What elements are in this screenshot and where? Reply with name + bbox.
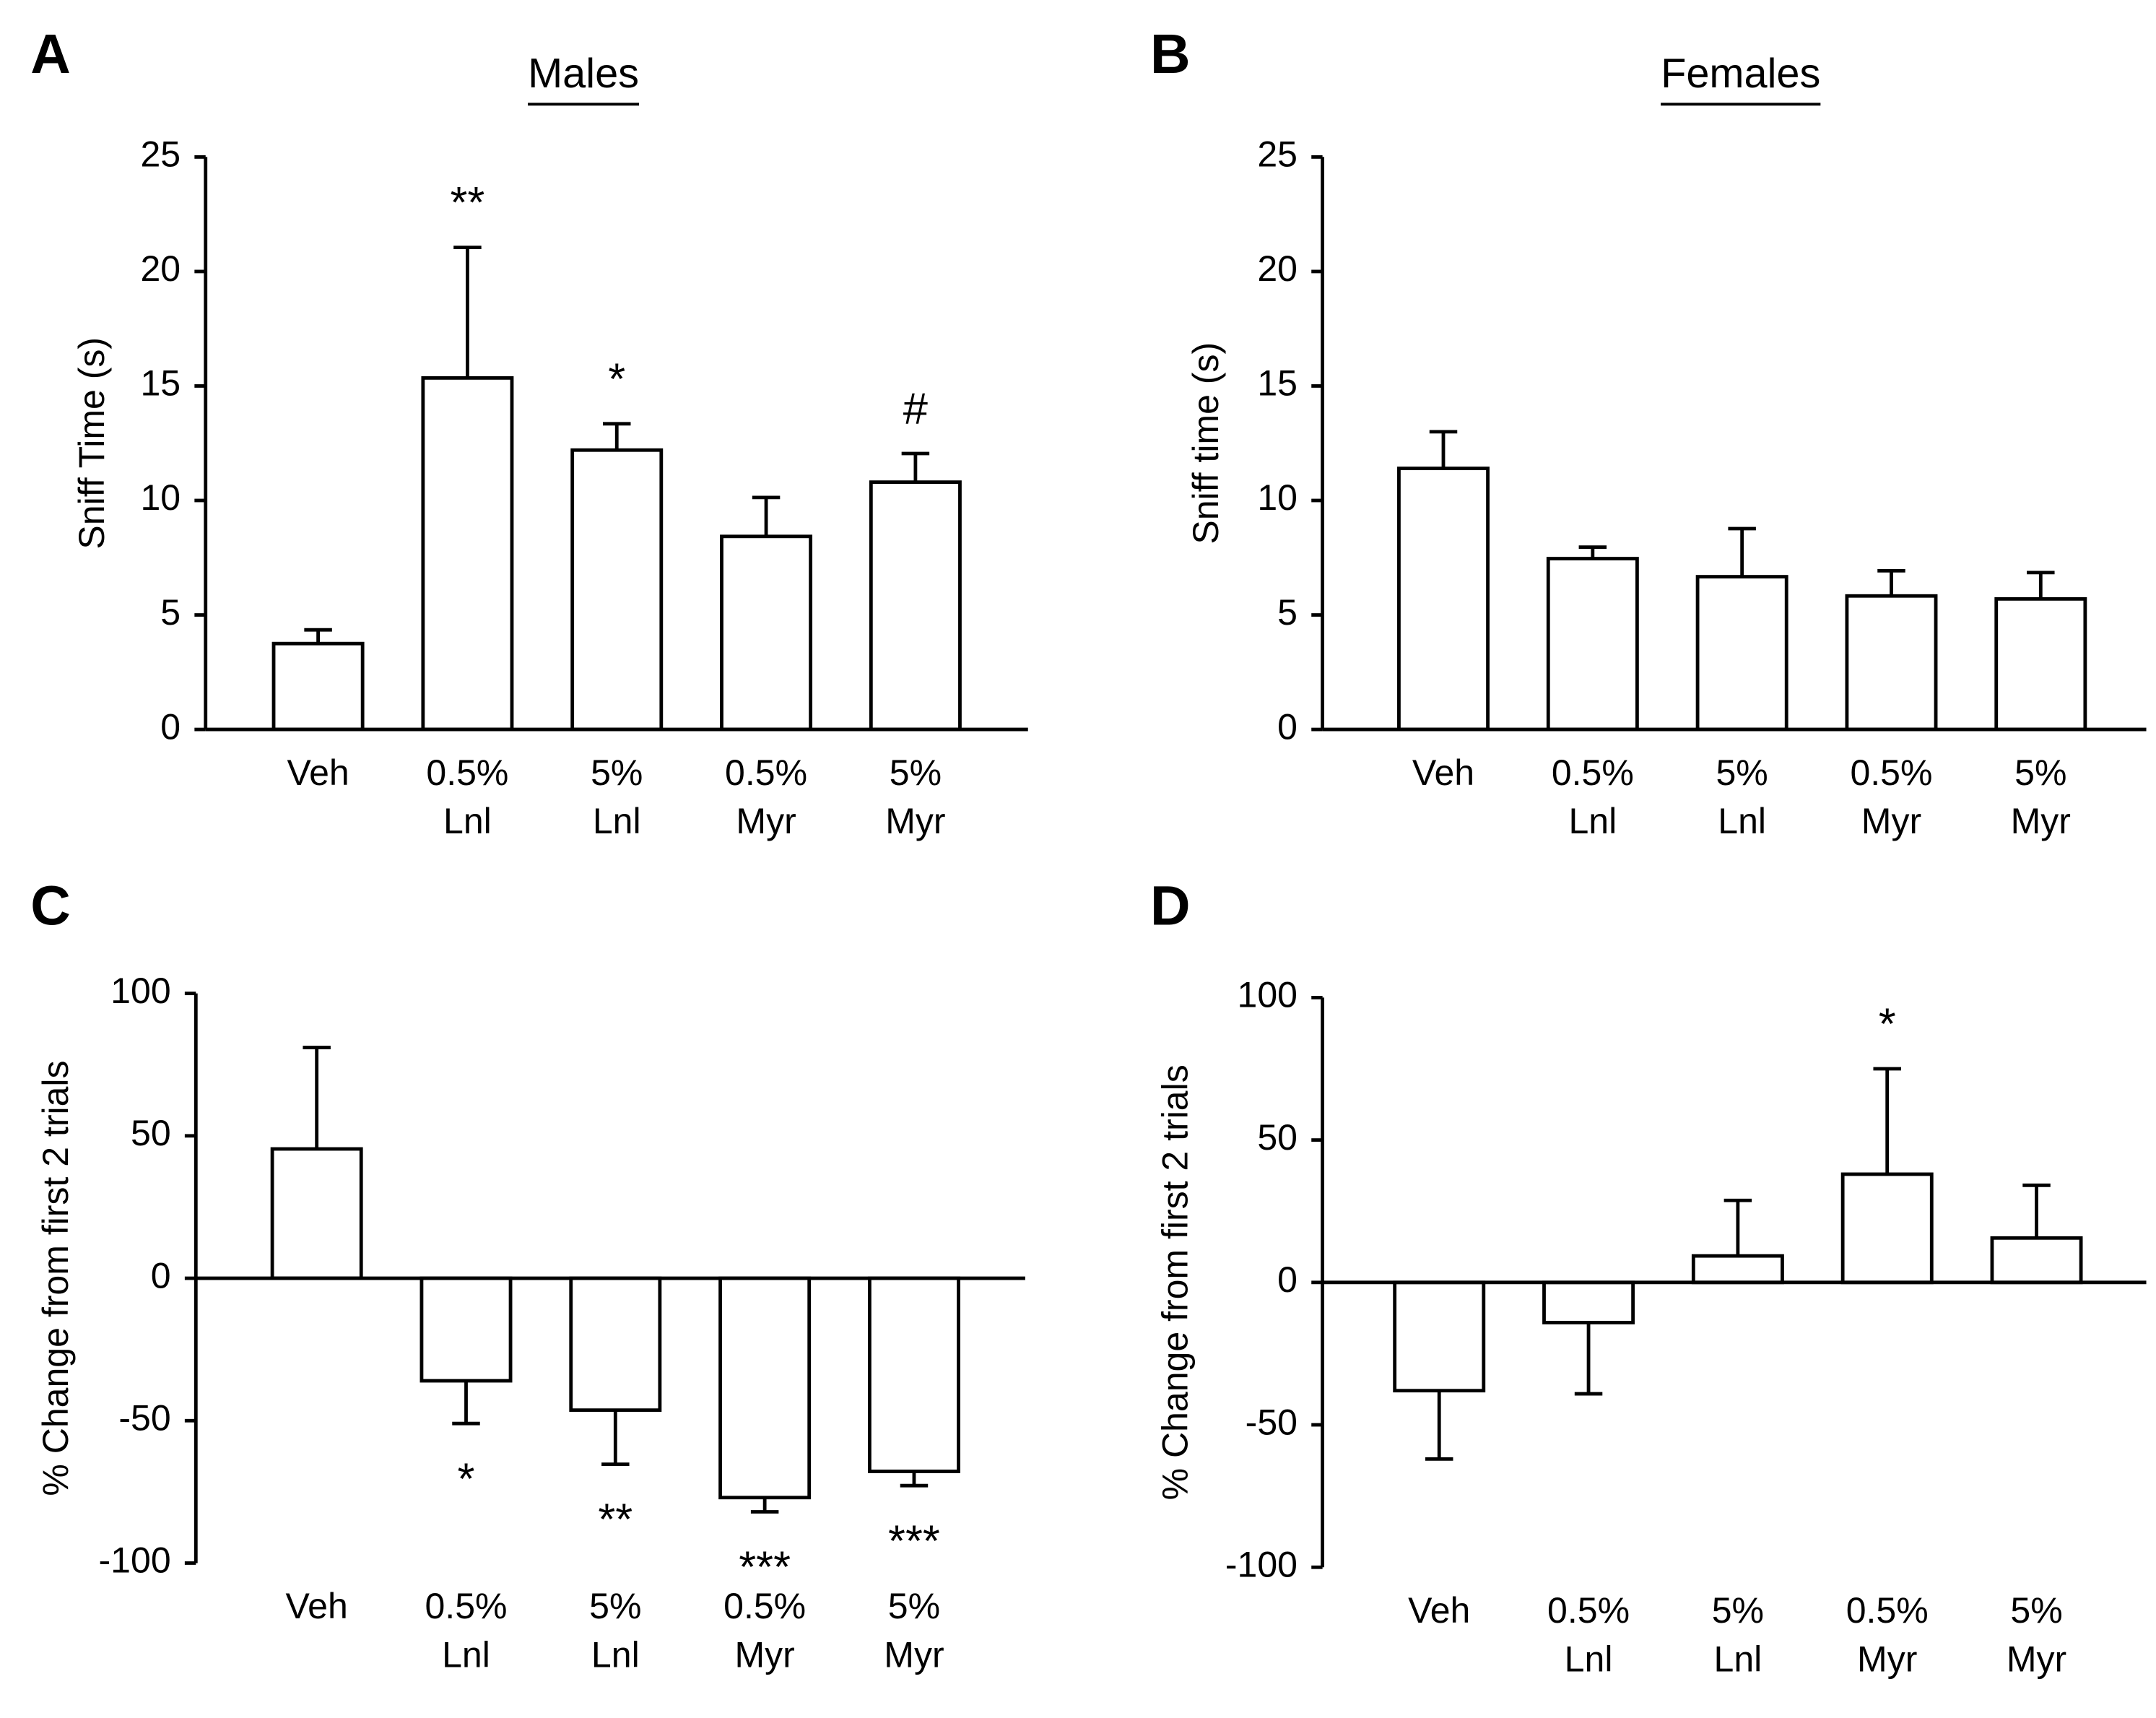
significance-mark: * (458, 1454, 475, 1504)
y-tick-label: 10 (140, 477, 181, 518)
significance-mark: *** (739, 1543, 791, 1592)
y-axis-label: % Change from first 2 trials (1155, 1064, 1196, 1500)
bar (1994, 596, 2087, 732)
x-tick-label: 5% (888, 1586, 940, 1626)
x-tick-label: 0.5% (725, 752, 807, 793)
x-tick-label: Myr (1857, 1639, 1917, 1679)
significance-mark: # (903, 384, 928, 434)
y-tick-label: 5 (160, 592, 181, 633)
x-tick-label: Veh (286, 1586, 348, 1626)
x-tick-label: 0.5% (1552, 752, 1634, 793)
x-tick-label: 5% (591, 752, 643, 793)
x-tick-label: 5% (589, 1586, 641, 1626)
x-tick-label: 0.5% (1846, 1590, 1929, 1631)
y-tick-label: 100 (110, 971, 170, 1011)
x-tick-label: Lnl (1565, 1639, 1613, 1679)
x-tick-label: Veh (287, 752, 349, 793)
y-axis-label: % Change from first 2 trials (35, 1060, 76, 1496)
chart-title: Males (528, 51, 639, 97)
bar (1542, 1280, 1635, 1324)
bar (869, 480, 962, 732)
y-tick-label: 20 (140, 248, 181, 289)
x-tick-label: Veh (1408, 1590, 1470, 1631)
x-tick-label: Myr (2007, 1639, 2066, 1679)
x-tick-label: Myr (1861, 801, 1921, 841)
y-tick-label: 0 (1277, 1259, 1297, 1300)
bar (1546, 557, 1639, 732)
bar (570, 448, 664, 732)
bar (1393, 1280, 1486, 1393)
panel-letter: B (1150, 23, 1191, 85)
y-tick-label: -50 (118, 1397, 170, 1438)
y-tick-label: 15 (1257, 363, 1297, 404)
significance-mark: ** (450, 178, 484, 227)
bar (720, 534, 813, 732)
y-tick-label: 50 (131, 1113, 171, 1153)
panel-letter: C (30, 875, 71, 937)
y-tick-label: -100 (1225, 1544, 1297, 1584)
bar (718, 1276, 812, 1500)
y-axis-label: Sniff time (s) (1186, 342, 1226, 545)
x-tick-label: 5% (2014, 752, 2066, 793)
y-axis-label: Sniff Time (s) (71, 337, 112, 550)
x-tick-label: Myr (885, 801, 945, 841)
panel-letter: D (1150, 875, 1191, 937)
x-tick-label: Myr (736, 801, 796, 841)
y-tick-label: 0 (1277, 706, 1297, 747)
bar (270, 1147, 363, 1280)
bar (1840, 1172, 1934, 1285)
bar (271, 641, 365, 732)
x-tick-label: Lnl (1718, 801, 1766, 841)
bar (1990, 1236, 2083, 1285)
x-tick-label: 5% (1716, 752, 1768, 793)
x-tick-label: 5% (1712, 1590, 1764, 1631)
bar (1845, 594, 1938, 732)
y-tick-label: 25 (140, 134, 181, 175)
significance-mark: ** (598, 1495, 633, 1545)
x-tick-label: Lnl (593, 801, 641, 841)
y-tick-label: 20 (1257, 248, 1297, 289)
y-tick-label: 0 (160, 706, 181, 747)
x-tick-label: Lnl (591, 1635, 640, 1675)
x-tick-label: 0.5% (723, 1586, 806, 1626)
y-tick-label: 100 (1238, 975, 1297, 1015)
bar (1695, 575, 1788, 732)
y-tick-label: 10 (1257, 477, 1297, 518)
x-tick-label: Veh (1412, 752, 1474, 793)
x-tick-label: 0.5% (1850, 752, 1932, 793)
y-tick-label: 0 (151, 1255, 171, 1296)
significance-mark: *** (888, 1516, 940, 1566)
bar (867, 1276, 960, 1473)
x-tick-label: 0.5% (425, 1586, 507, 1626)
x-tick-label: 0.5% (426, 752, 508, 793)
x-tick-label: Lnl (442, 1635, 490, 1675)
x-tick-label: 5% (2010, 1590, 2062, 1631)
significance-mark: * (1879, 999, 1896, 1049)
y-tick-label: 50 (1257, 1117, 1297, 1158)
y-tick-label: 15 (140, 363, 181, 404)
significance-mark: * (608, 354, 625, 404)
y-tick-label: 25 (1257, 134, 1297, 175)
y-tick-label: -100 (99, 1540, 171, 1581)
x-tick-label: Myr (734, 1635, 794, 1675)
x-tick-label: Lnl (1714, 1639, 1762, 1679)
bar (569, 1276, 662, 1413)
bar (420, 1276, 513, 1383)
x-tick-label: Lnl (443, 801, 492, 841)
x-tick-label: 0.5% (1547, 1590, 1630, 1631)
x-tick-label: 5% (890, 752, 942, 793)
bar (1397, 467, 1490, 732)
bar (421, 376, 514, 732)
x-tick-label: Myr (884, 1635, 944, 1675)
y-tick-label: 5 (1277, 592, 1297, 633)
x-tick-label: Lnl (1568, 801, 1617, 841)
bar (1691, 1254, 1784, 1285)
x-tick-label: Myr (2011, 801, 2071, 841)
chart-title: Females (1661, 51, 1820, 97)
panel-letter: A (30, 23, 71, 85)
y-tick-label: -50 (1246, 1402, 1297, 1442)
